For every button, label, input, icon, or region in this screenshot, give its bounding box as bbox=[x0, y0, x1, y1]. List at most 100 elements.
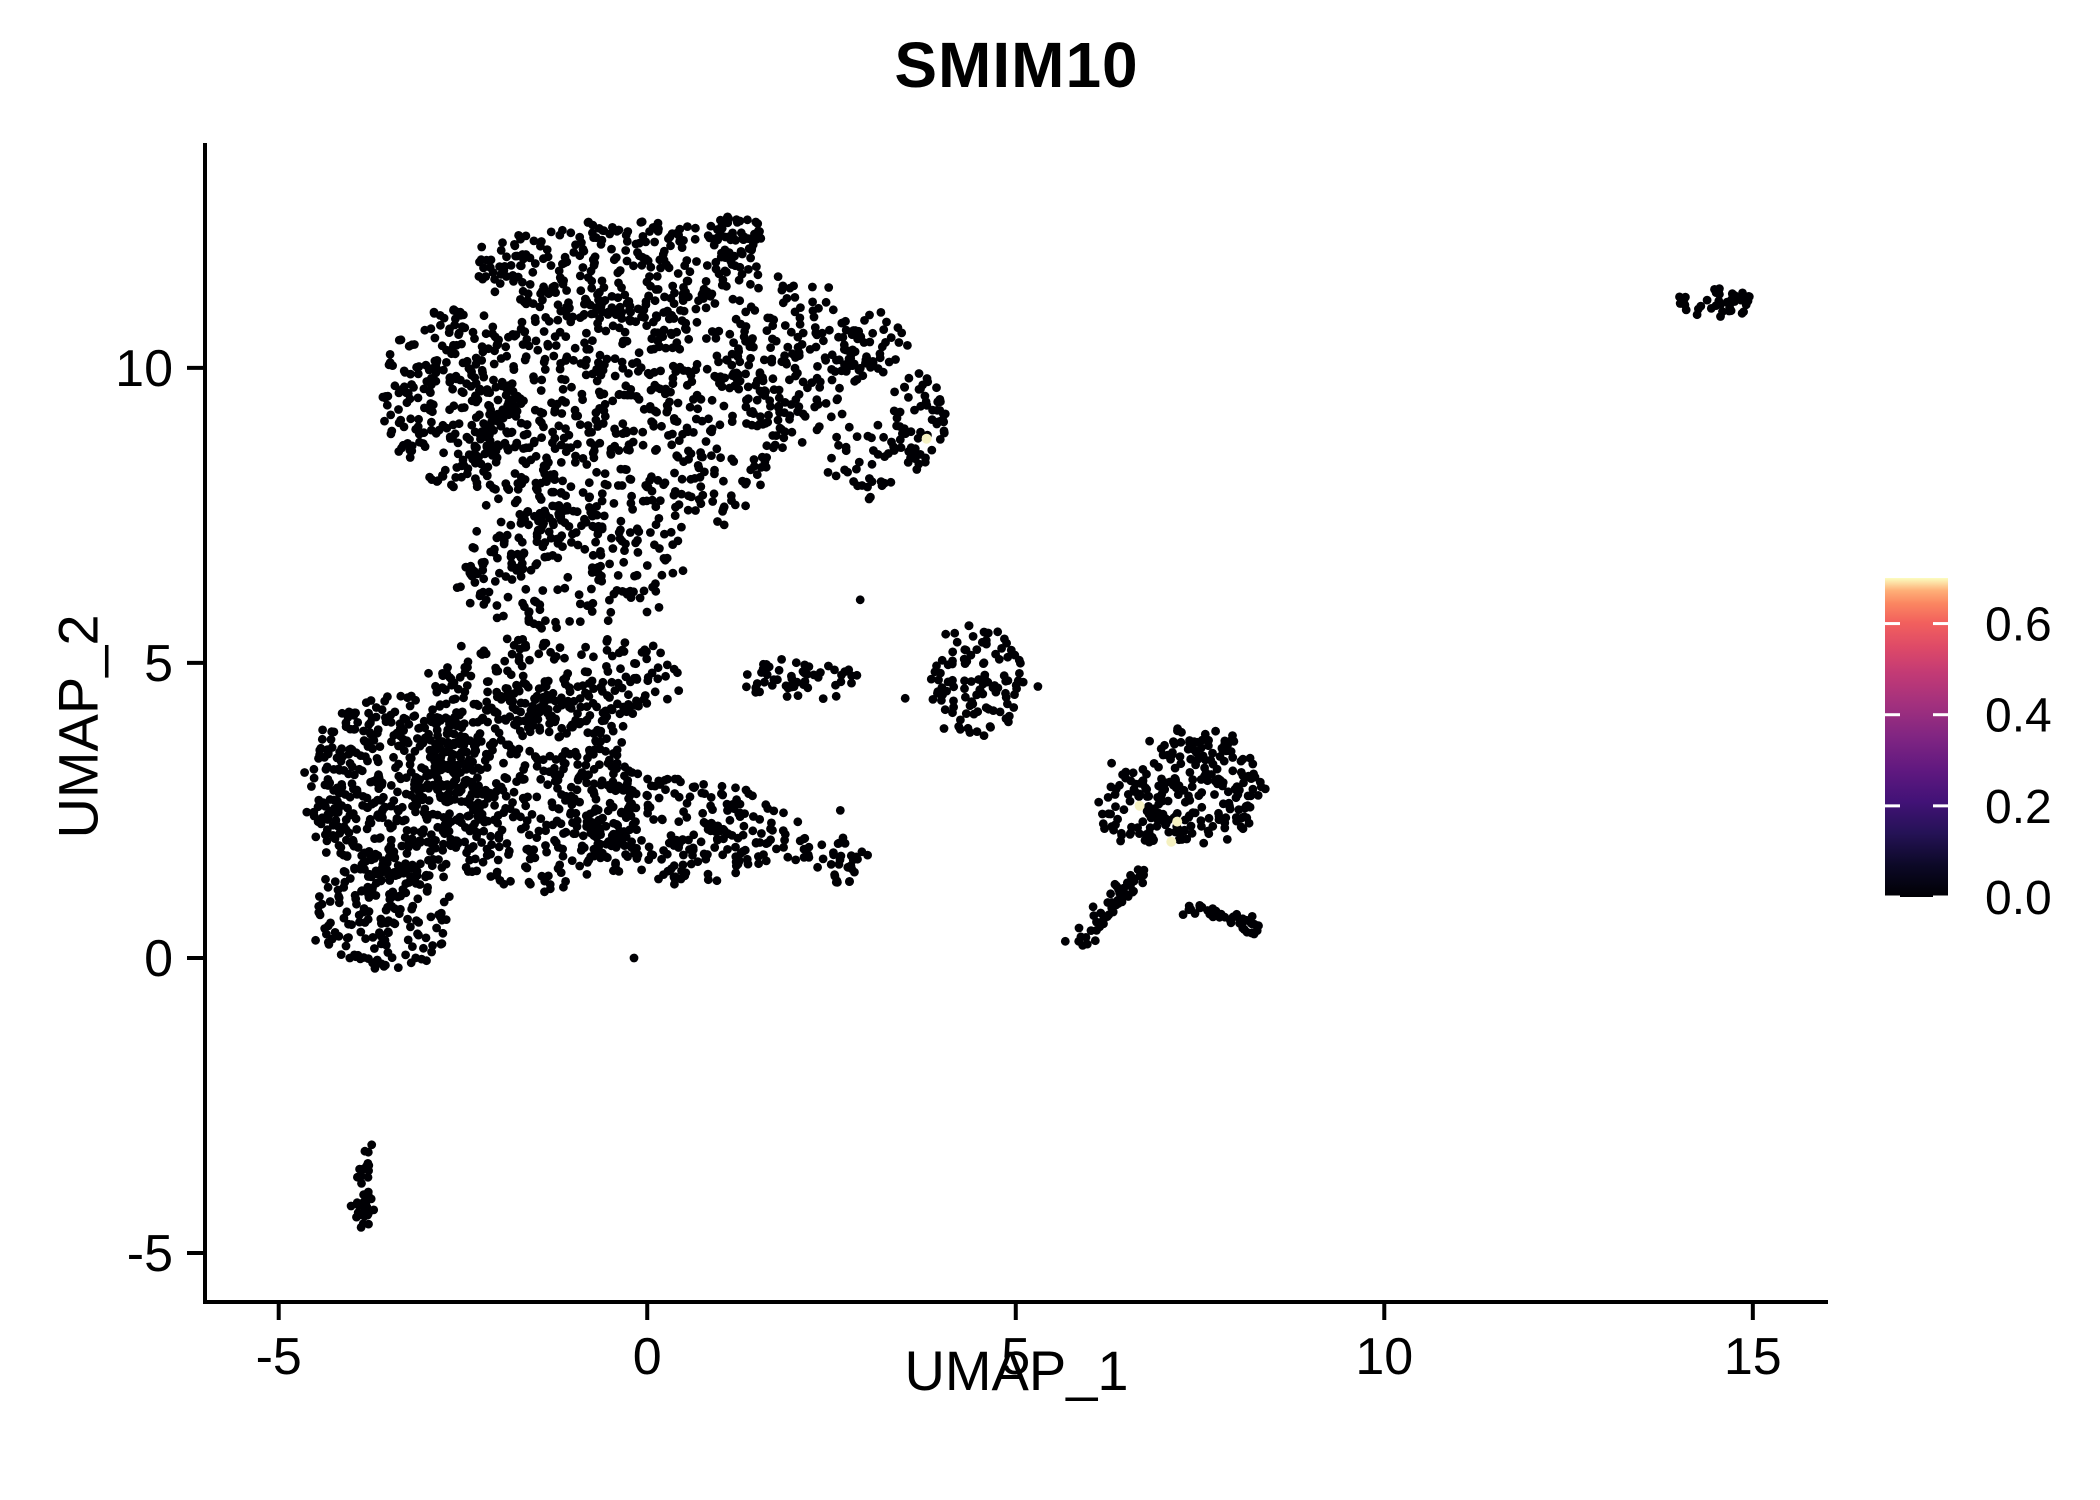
data-point bbox=[801, 663, 811, 672]
data-point bbox=[634, 348, 644, 358]
data-point bbox=[1170, 763, 1180, 773]
data-point bbox=[783, 342, 793, 352]
data-point bbox=[653, 674, 663, 684]
data-point bbox=[457, 472, 466, 482]
data-point bbox=[410, 711, 420, 721]
data-point bbox=[577, 389, 587, 399]
data-point bbox=[329, 786, 339, 795]
data-point bbox=[847, 671, 856, 681]
data-point bbox=[464, 777, 474, 787]
data-point bbox=[1133, 823, 1142, 833]
data-point bbox=[538, 408, 548, 418]
data-point bbox=[830, 367, 840, 376]
data-point bbox=[834, 860, 844, 869]
data-point bbox=[629, 261, 638, 271]
data-point bbox=[1015, 669, 1024, 678]
data-point bbox=[670, 879, 679, 889]
data-point bbox=[1004, 717, 1013, 727]
data-point bbox=[787, 427, 797, 437]
data-point bbox=[654, 776, 664, 786]
data-point bbox=[364, 708, 373, 718]
data-point bbox=[1096, 908, 1106, 918]
data-point bbox=[470, 578, 480, 587]
data-point bbox=[808, 282, 817, 292]
data-point bbox=[344, 828, 354, 838]
data-point bbox=[482, 471, 492, 481]
data-point bbox=[730, 381, 739, 391]
data-point bbox=[786, 327, 796, 337]
data-point bbox=[523, 289, 533, 299]
data-point bbox=[520, 761, 530, 770]
data-point bbox=[389, 731, 399, 740]
data-point bbox=[620, 638, 630, 647]
data-point bbox=[532, 559, 542, 568]
data-point bbox=[684, 835, 693, 845]
data-point bbox=[549, 469, 559, 479]
data-point bbox=[805, 345, 815, 354]
data-point bbox=[475, 591, 485, 601]
data-point bbox=[606, 784, 615, 794]
data-point bbox=[665, 838, 675, 848]
data-point bbox=[650, 540, 659, 550]
data-point bbox=[714, 326, 724, 336]
data-point bbox=[436, 779, 446, 789]
data-point bbox=[570, 458, 580, 467]
data-point bbox=[621, 588, 631, 597]
data-point bbox=[544, 289, 554, 299]
data-point bbox=[522, 335, 532, 344]
data-point bbox=[488, 329, 497, 338]
data-point bbox=[756, 412, 765, 421]
data-point bbox=[552, 816, 562, 826]
data-point bbox=[654, 224, 663, 234]
data-point bbox=[827, 375, 837, 385]
data-point bbox=[540, 538, 550, 547]
data-point bbox=[465, 736, 475, 746]
data-point bbox=[664, 431, 673, 440]
data-point bbox=[448, 384, 457, 394]
data-point bbox=[524, 617, 534, 626]
data-point bbox=[1679, 294, 1689, 304]
data-point bbox=[863, 850, 872, 860]
data-point bbox=[1236, 768, 1246, 777]
data-point bbox=[948, 647, 958, 657]
chart-title: SMIM10 bbox=[894, 29, 1139, 101]
data-point bbox=[370, 834, 379, 843]
data-point bbox=[329, 727, 339, 737]
data-point bbox=[376, 795, 386, 805]
data-point bbox=[892, 413, 902, 423]
data-point bbox=[471, 474, 480, 483]
data-point bbox=[932, 661, 941, 671]
data-point bbox=[414, 428, 424, 438]
data-point bbox=[465, 793, 475, 802]
data-point bbox=[617, 308, 627, 317]
data-point bbox=[1117, 885, 1127, 894]
data-point bbox=[535, 723, 544, 733]
data-point bbox=[605, 595, 614, 605]
data-point bbox=[382, 865, 392, 875]
data-point bbox=[521, 862, 530, 871]
data-point bbox=[567, 720, 577, 730]
data-point bbox=[848, 361, 857, 370]
data-point bbox=[389, 752, 398, 762]
data-point bbox=[489, 547, 499, 557]
data-point bbox=[780, 408, 789, 418]
data-point bbox=[1191, 760, 1200, 770]
data-point bbox=[427, 417, 436, 427]
data-point bbox=[537, 433, 546, 442]
data-point bbox=[746, 279, 755, 289]
data-point bbox=[685, 792, 695, 802]
data-point bbox=[633, 366, 643, 376]
data-point bbox=[357, 1179, 366, 1188]
data-point bbox=[371, 712, 381, 722]
data-point bbox=[545, 767, 554, 777]
data-point bbox=[325, 897, 335, 906]
data-point bbox=[587, 568, 597, 577]
data-point bbox=[570, 829, 580, 838]
data-point bbox=[643, 808, 652, 818]
data-point bbox=[674, 500, 684, 509]
data-point bbox=[617, 283, 626, 292]
data-point bbox=[744, 234, 753, 244]
data-point bbox=[515, 394, 525, 403]
data-point bbox=[615, 266, 625, 275]
data-point bbox=[598, 419, 608, 428]
